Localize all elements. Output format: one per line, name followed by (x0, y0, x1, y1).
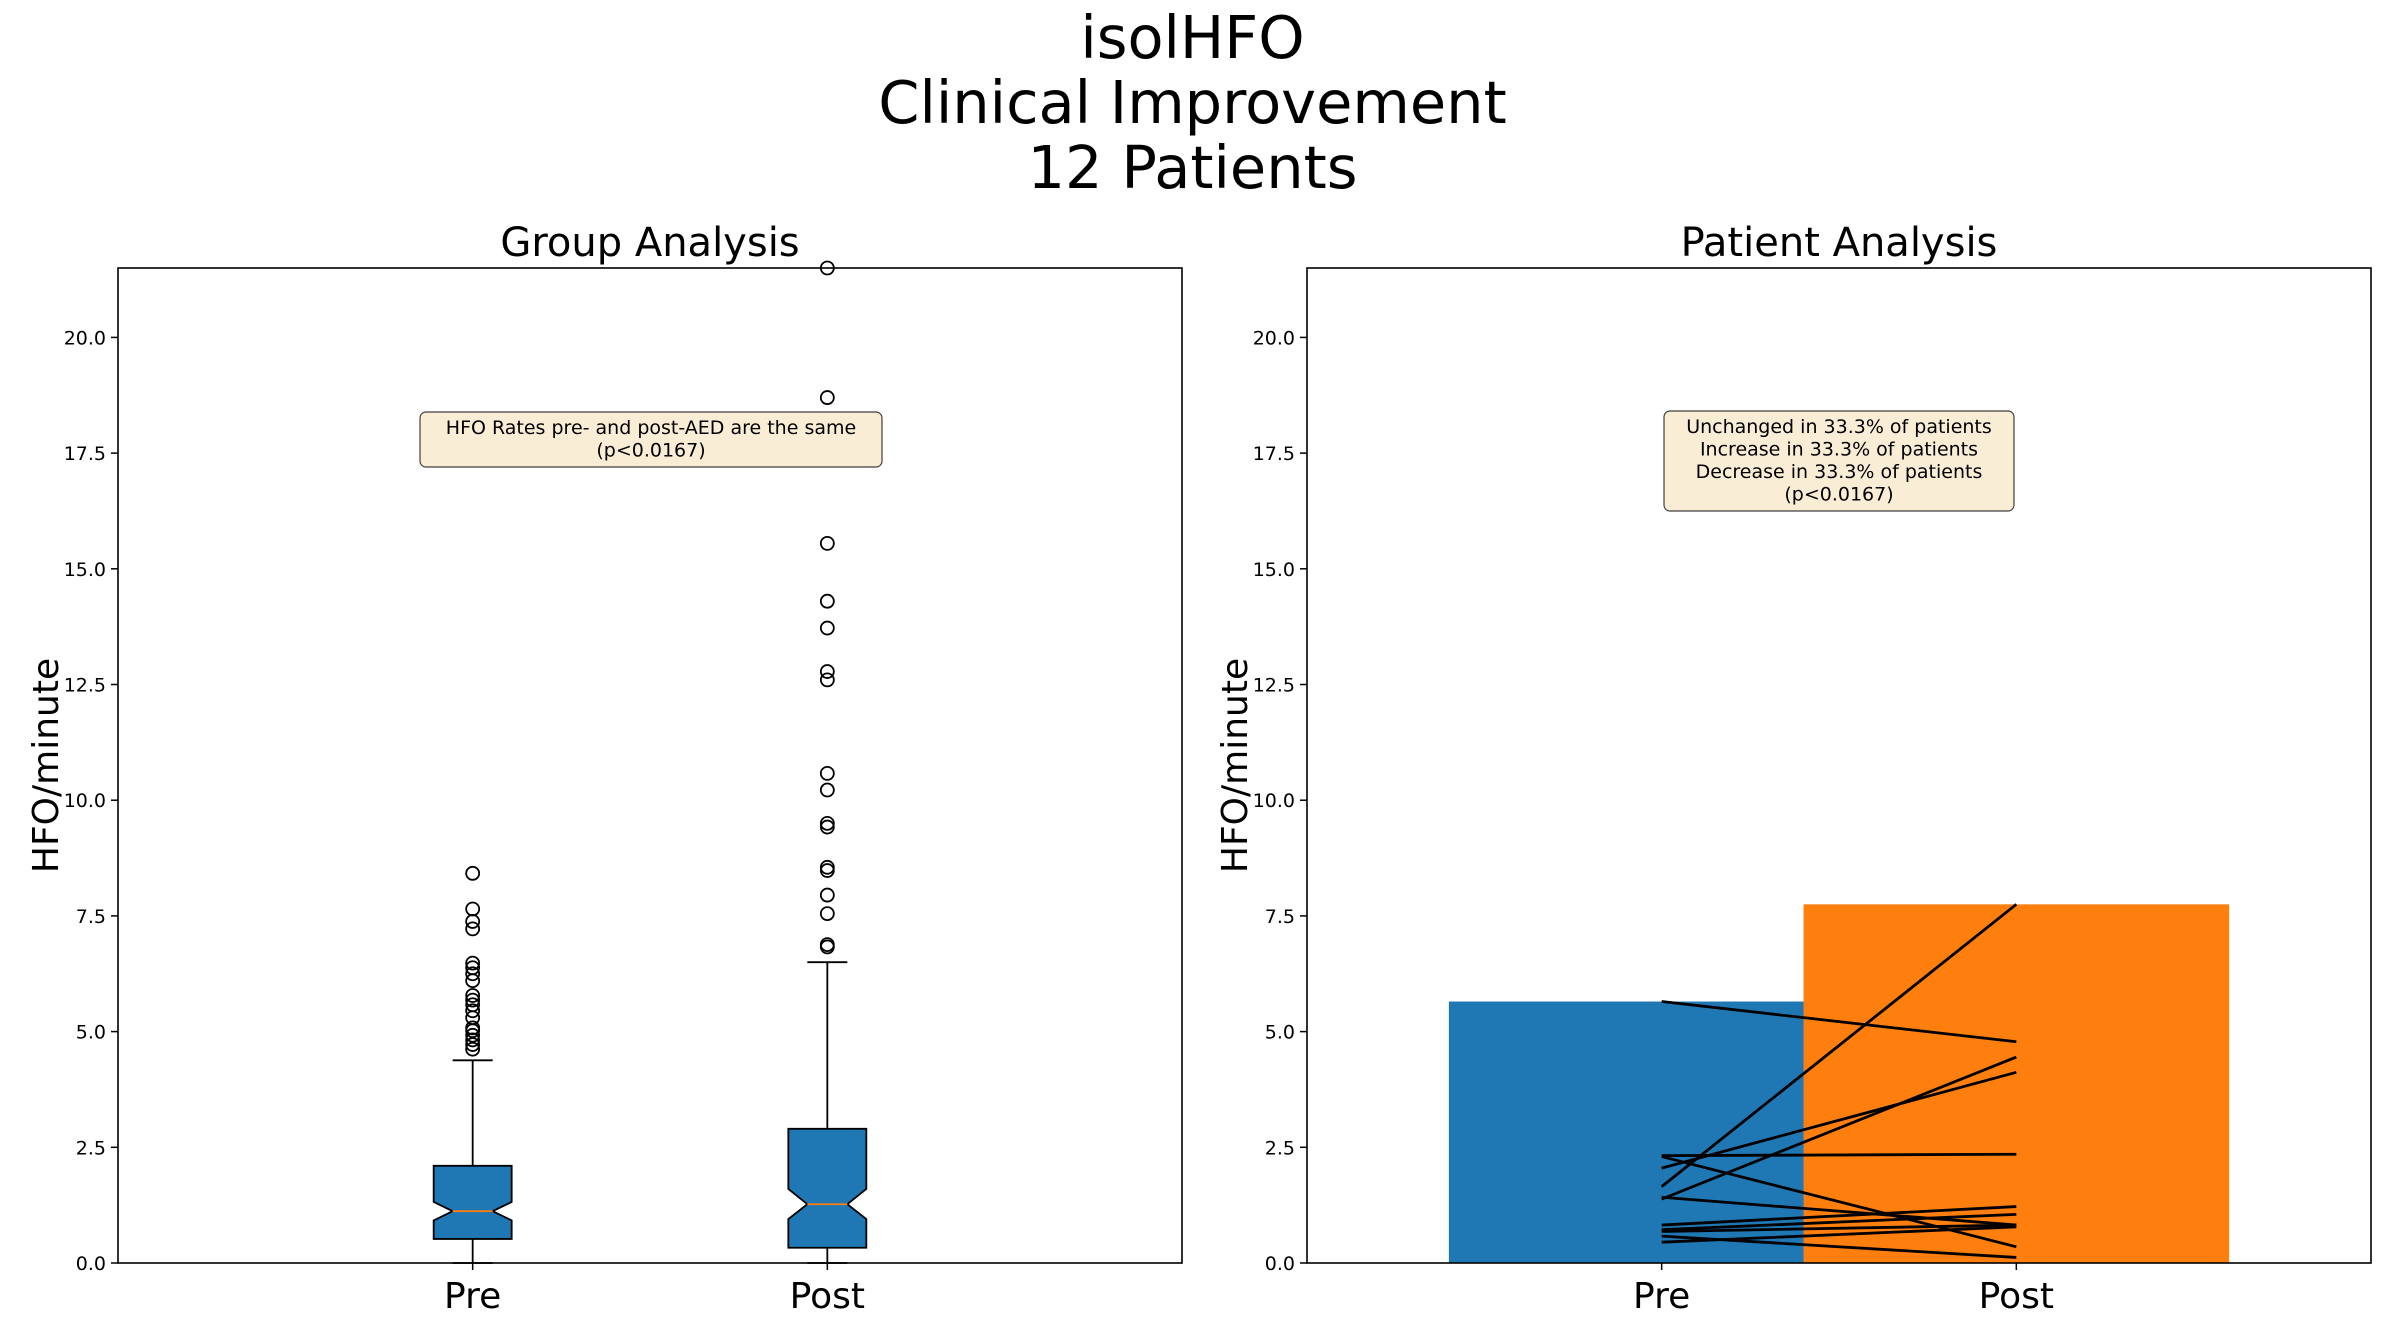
y-tick-label: 5.0 (1265, 1022, 1295, 1044)
annotation-box (1663, 410, 2015, 512)
panel-title: Patient Analysis (1681, 220, 1998, 266)
y-tick-label: 17.5 (1253, 443, 1295, 465)
outlier-point (819, 535, 835, 551)
x-tick-label: Pre (1633, 1276, 1690, 1317)
y-tick-label: 15.0 (64, 559, 106, 581)
figure-title-line-3: 12 Patients (1027, 133, 1358, 202)
outlier-point (465, 997, 481, 1013)
y-tick-label: 12.5 (64, 675, 106, 697)
outlier-point (465, 1027, 481, 1043)
y-tick-label: 17.5 (64, 443, 106, 465)
outlier-point (465, 992, 481, 1008)
outlier-point (465, 914, 481, 929)
y-tick-label: 7.5 (76, 906, 106, 928)
patient-line (1661, 1055, 2017, 1201)
outlier-point (819, 887, 835, 903)
outlier-point (465, 1003, 481, 1019)
patient-line (1661, 1000, 2017, 1044)
axes-frame (117, 267, 1183, 1264)
outlier-point (819, 765, 835, 781)
y-tick-label: 5.0 (76, 1022, 106, 1044)
outlier-point (819, 782, 835, 798)
y-tick-label: 20.0 (1253, 327, 1295, 349)
y-tick-label: 7.5 (1265, 906, 1295, 928)
y-tick-label: 12.5 (1253, 675, 1295, 697)
notched-box (432, 1164, 513, 1240)
outlier-point (819, 906, 835, 921)
patient-line (1661, 1155, 2017, 1249)
figure-title-line-1: isolHFO (1080, 3, 1305, 72)
x-tick-label: Pre (444, 1276, 501, 1317)
box-pre (432, 865, 513, 1264)
outlier-point (465, 901, 481, 917)
y-tick-label: 15.0 (1253, 559, 1295, 581)
outlier-point (465, 1032, 481, 1048)
patient-line (1661, 1223, 2017, 1233)
notched-box (787, 1127, 868, 1249)
annotation-box (419, 411, 883, 468)
patient-line (1661, 1070, 2017, 1170)
figure-title-line-2: Clinical Improvement (878, 68, 1507, 137)
outlier-point (819, 859, 835, 875)
patient-line (1661, 1195, 2017, 1227)
outlier-point (465, 960, 481, 976)
outlier-point (819, 863, 835, 878)
outlier-point (819, 672, 835, 688)
outlier-point (465, 988, 481, 1003)
annotation-line: Unchanged in 33.3% of patients (1686, 416, 1992, 438)
panel-title: Group Analysis (500, 220, 799, 266)
y-tick-label: 2.5 (1265, 1137, 1295, 1159)
bar-post (1803, 904, 2230, 1263)
outlier-point (819, 664, 835, 679)
patient-line (1661, 1205, 2017, 1227)
patient-analysis-panel: Patient Analysis HFO/minute 0.0 2.5 5.0 7.5 10… (1215, 220, 2372, 1317)
patient-line (1661, 1213, 2017, 1232)
patient-line (1661, 1152, 2017, 1158)
annotation-line: (p<0.0167) (596, 440, 705, 462)
axes-frame (1306, 267, 2372, 1264)
patient-line (1661, 1225, 2017, 1244)
y-tick-label: 10.0 (64, 790, 106, 812)
stats-annotation: HFO Rates pre- and post-AED are the same… (419, 411, 883, 468)
outlier-point (465, 1020, 481, 1036)
outlier-point (465, 955, 481, 971)
x-tick-label: Post (790, 1276, 865, 1317)
outlier-point (819, 390, 835, 405)
outlier-point (819, 593, 835, 609)
y-tick-label: 10.0 (1253, 790, 1295, 812)
y-tick-label: 0.0 (76, 1253, 106, 1275)
y-tick-label: 2.5 (76, 1137, 106, 1159)
y-tick-label: 20.0 (64, 327, 106, 349)
outlier-point (465, 921, 481, 937)
annotation-line: Increase in 33.3% of patients (1700, 439, 1978, 461)
x-tick-label: Post (1979, 1276, 2054, 1317)
y-axis-label: HFO/minute (1215, 658, 1256, 873)
annotation-line: (p<0.0167) (1784, 484, 1893, 506)
outlier-point (465, 865, 481, 881)
group-analysis-panel: Group Analysis HFO/minute 0.0 2.5 5.0 7.5 10.0… (26, 220, 1183, 1317)
outlier-point (819, 819, 835, 835)
patient-line (1660, 903, 2018, 1188)
outlier-point (819, 620, 835, 636)
annotation-line: Decrease in 33.3% of patients (1696, 461, 1983, 483)
annotation-line: HFO Rates pre- and post-AED are the same (446, 417, 856, 439)
y-tick-label: 0.0 (1265, 1253, 1295, 1275)
outlier-point (819, 937, 835, 952)
y-axis-label: HFO/minute (26, 658, 67, 873)
outlier-point (465, 966, 481, 982)
outlier-point (819, 815, 835, 831)
